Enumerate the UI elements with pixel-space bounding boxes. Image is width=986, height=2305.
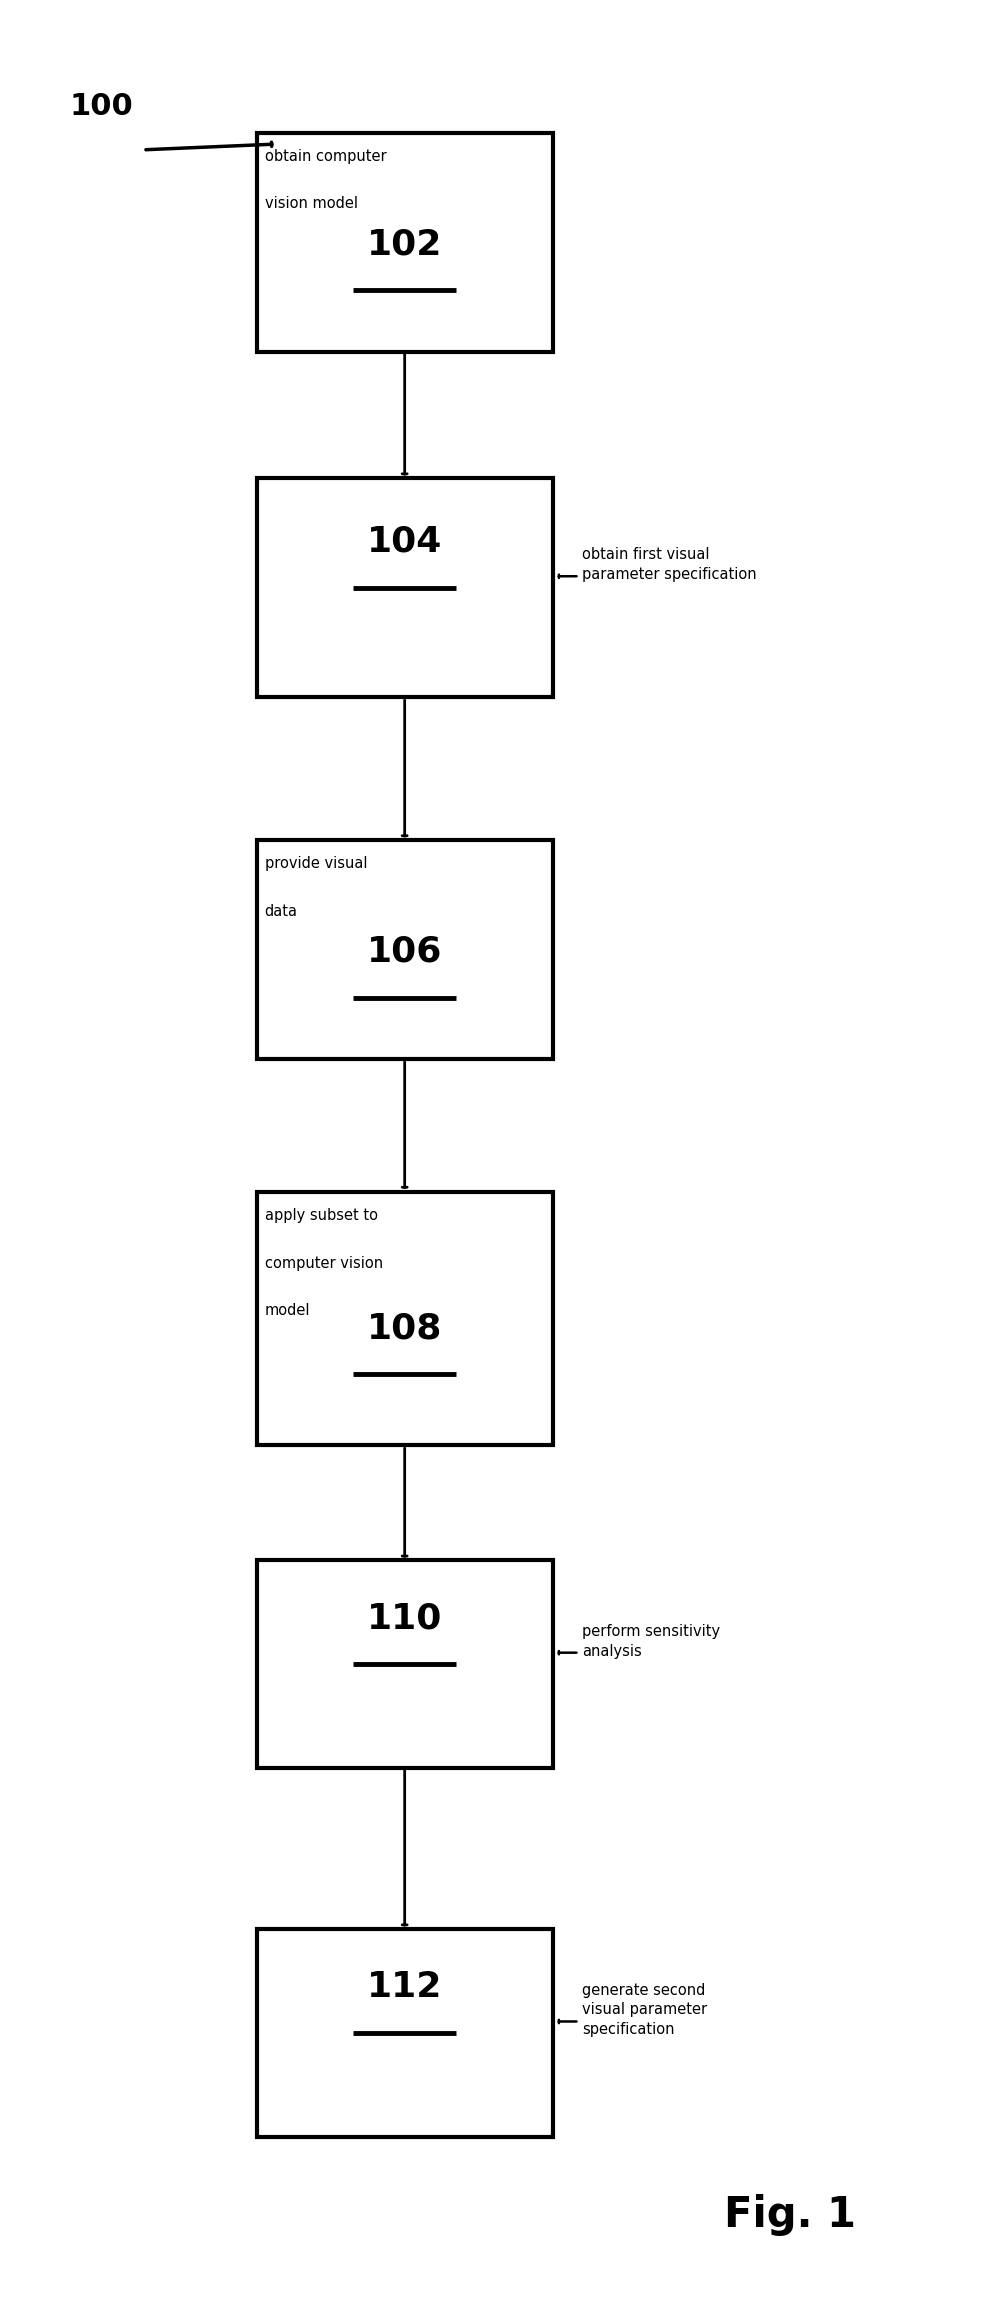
Text: 108: 108 [367, 1312, 442, 1346]
Text: vision model: vision model [264, 196, 357, 212]
Bar [256, 1560, 552, 1768]
Text: 104: 104 [367, 526, 442, 558]
Text: Fig. 1: Fig. 1 [723, 2194, 855, 2236]
Text: perform sensitivity
analysis: perform sensitivity analysis [582, 1623, 720, 1660]
Text: 110: 110 [367, 1602, 442, 1634]
Text: 106: 106 [367, 936, 442, 968]
Text: apply subset to: apply subset to [264, 1208, 377, 1224]
Text: generate second
visual parameter
specification: generate second visual parameter specifi… [582, 1982, 707, 2038]
Text: provide visual: provide visual [264, 857, 367, 871]
Text: 100: 100 [69, 92, 133, 122]
Bar [256, 1192, 552, 1445]
Text: 112: 112 [367, 1971, 442, 2003]
Text: obtain first visual
parameter specification: obtain first visual parameter specificat… [582, 546, 756, 583]
Bar [256, 479, 552, 698]
Bar [256, 841, 552, 1060]
Bar [256, 1929, 552, 2137]
Text: computer vision: computer vision [264, 1256, 383, 1270]
Bar [256, 131, 552, 350]
Text: 102: 102 [367, 228, 442, 260]
Text: obtain computer: obtain computer [264, 150, 386, 164]
Text: model: model [264, 1302, 310, 1318]
Text: data: data [264, 904, 297, 920]
